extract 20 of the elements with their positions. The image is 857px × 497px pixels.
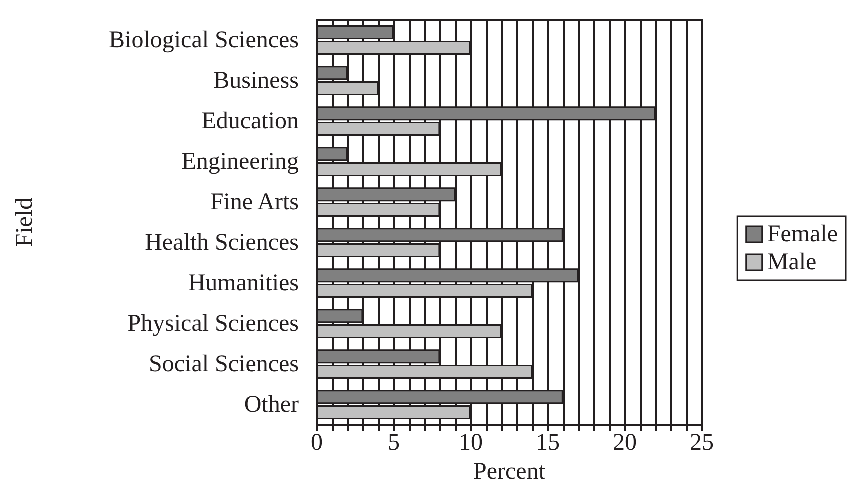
legend-label: Female — [767, 222, 838, 248]
x-tick-label: 5 — [388, 430, 400, 456]
y-axis-title: Field — [12, 198, 38, 248]
y-tick-label: Business — [214, 68, 299, 94]
y-tick-label: Social Sciences — [149, 351, 299, 378]
x-tick-label: 0 — [311, 430, 323, 456]
x-tick-label: 25 — [690, 430, 714, 456]
y-tick-label: Education — [202, 108, 299, 134]
y-tick-label: Fine Arts — [210, 189, 299, 216]
y-tick-label: Engineering — [182, 148, 299, 175]
x-axis-title: Percent — [474, 459, 546, 485]
y-tick-label: Biological Sciences — [109, 27, 299, 54]
x-tick-label: 20 — [613, 430, 637, 456]
y-tick-label: Humanities — [188, 270, 299, 296]
y-tick-label: Physical Sciences — [128, 310, 299, 337]
y-tick-label: Other — [244, 392, 299, 418]
x-tick-label: 10 — [459, 430, 483, 456]
y-tick-label: Health Sciences — [145, 230, 299, 256]
x-tick-label: 15 — [536, 430, 560, 456]
legend-label: Male — [767, 250, 817, 276]
